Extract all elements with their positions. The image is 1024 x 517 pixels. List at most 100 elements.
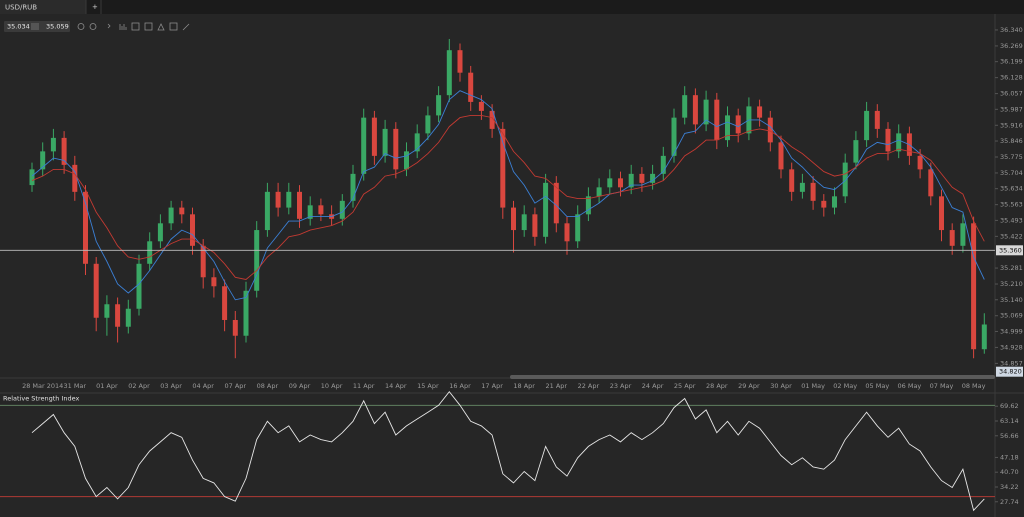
y-tick-label: 35.281 [1000, 264, 1023, 272]
moving-average-line [31, 114, 985, 280]
x-tick-label: 31 Mar [63, 382, 86, 390]
x-tick-label: 11 Apr [353, 382, 375, 390]
candle-body [703, 99, 709, 125]
low-marker-label: 34.820 [999, 368, 1022, 376]
candle-body [714, 99, 720, 141]
candle-body [842, 162, 848, 197]
candle-body [371, 117, 377, 156]
add-tab[interactable]: + [92, 3, 98, 11]
candle-body [147, 241, 153, 264]
y-tick-label: 34.857 [1000, 359, 1023, 367]
candle-body [254, 230, 260, 291]
candle-body [40, 151, 46, 170]
candle-body [575, 214, 581, 242]
low-marker-box [996, 366, 1023, 377]
candle-body [232, 319, 238, 336]
candle-body [917, 155, 923, 170]
x-tick-label: 03 Apr [160, 382, 182, 390]
quote-separator [31, 23, 39, 30]
y-tick-label: 36.128 [1000, 74, 1023, 82]
candle-body [585, 196, 591, 215]
ask-price: 35.059 [46, 23, 69, 31]
rsi-line [31, 390, 985, 512]
candle-body [125, 308, 131, 327]
drawing-button[interactable] [157, 23, 165, 31]
candle-body [414, 133, 420, 152]
chart-type-button[interactable] [119, 24, 127, 30]
candle-body [596, 187, 602, 197]
candle-body [692, 95, 698, 125]
candle-body [157, 223, 163, 242]
candle-body [500, 128, 506, 208]
candle-body [628, 173, 634, 188]
candle-body [436, 95, 442, 116]
x-tick-label: 08 Apr [257, 382, 279, 390]
candle-body [543, 182, 549, 237]
candle-body [104, 304, 110, 318]
y-tick-label: 63.14 [1000, 417, 1019, 425]
indicator-button[interactable] [131, 22, 140, 31]
y-tick-label: 56.66 [1000, 432, 1019, 440]
candle-body [404, 151, 409, 170]
x-tick-label: 07 May [930, 382, 954, 390]
y-tick-label: 34.999 [1000, 327, 1023, 335]
candle-body [799, 182, 805, 192]
candle-body [243, 290, 249, 336]
x-tick-label: 25 Apr [674, 382, 696, 390]
candle-body [607, 178, 613, 188]
candle-body [981, 324, 987, 350]
zoom-in-button[interactable] [77, 23, 85, 30]
candle-body [50, 137, 56, 152]
candle-body [200, 245, 206, 278]
candle-body [382, 128, 388, 156]
x-tick-label: 07 Apr [225, 382, 247, 390]
x-tick-label: 09 Apr [289, 382, 311, 390]
y-tick-label: 35.987 [1000, 105, 1023, 113]
x-tick-label: 22 Apr [578, 382, 600, 390]
toolbar [77, 22, 190, 31]
x-tick-label: 24 Apr [642, 382, 664, 390]
candle-body [682, 95, 688, 118]
y-tick-label: 35.493 [1000, 216, 1023, 224]
candle-body [93, 263, 99, 318]
moving-average-line [31, 90, 985, 301]
tab-label[interactable]: USD/RUB [5, 4, 37, 12]
cursor-tool[interactable] [107, 23, 111, 29]
candle-body [885, 128, 891, 152]
y-tick-label: 35.140 [1000, 296, 1023, 304]
candle-body [789, 169, 795, 192]
x-tick-label: 28 Apr [706, 382, 728, 390]
x-tick-label: 17 Apr [481, 382, 503, 390]
candle-body [190, 214, 195, 246]
candle-body [874, 110, 880, 129]
candle-body [83, 191, 88, 264]
y-tick-label: 34.22 [1000, 483, 1019, 491]
trendline-button[interactable] [182, 23, 190, 31]
candle-body [511, 207, 516, 231]
candle-body [446, 50, 452, 96]
candle-body [297, 191, 302, 219]
candle-body [136, 263, 142, 309]
x-tick-label: 01 May [801, 382, 825, 390]
x-tick-label: 28 Mar 2014 [22, 382, 63, 390]
candle-body [553, 182, 559, 224]
y-tick-label: 36.340 [1000, 26, 1023, 34]
tab[interactable] [0, 0, 86, 14]
scrollbar[interactable] [510, 375, 995, 379]
candle-body [478, 101, 484, 111]
candle-body [671, 117, 677, 156]
settings-button[interactable] [169, 22, 178, 31]
candle-body [939, 196, 944, 231]
x-tick-label: 29 Apr [738, 382, 760, 390]
y-tick-label: 35.634 [1000, 185, 1023, 193]
candle-body [318, 205, 324, 215]
candle-body [307, 205, 313, 219]
candle-body [757, 106, 763, 118]
candle-body [222, 286, 228, 320]
template-button[interactable] [144, 22, 153, 31]
y-tick-label: 36.269 [1000, 42, 1023, 50]
zoom-out-button[interactable] [89, 23, 97, 30]
candle-body [61, 137, 67, 165]
